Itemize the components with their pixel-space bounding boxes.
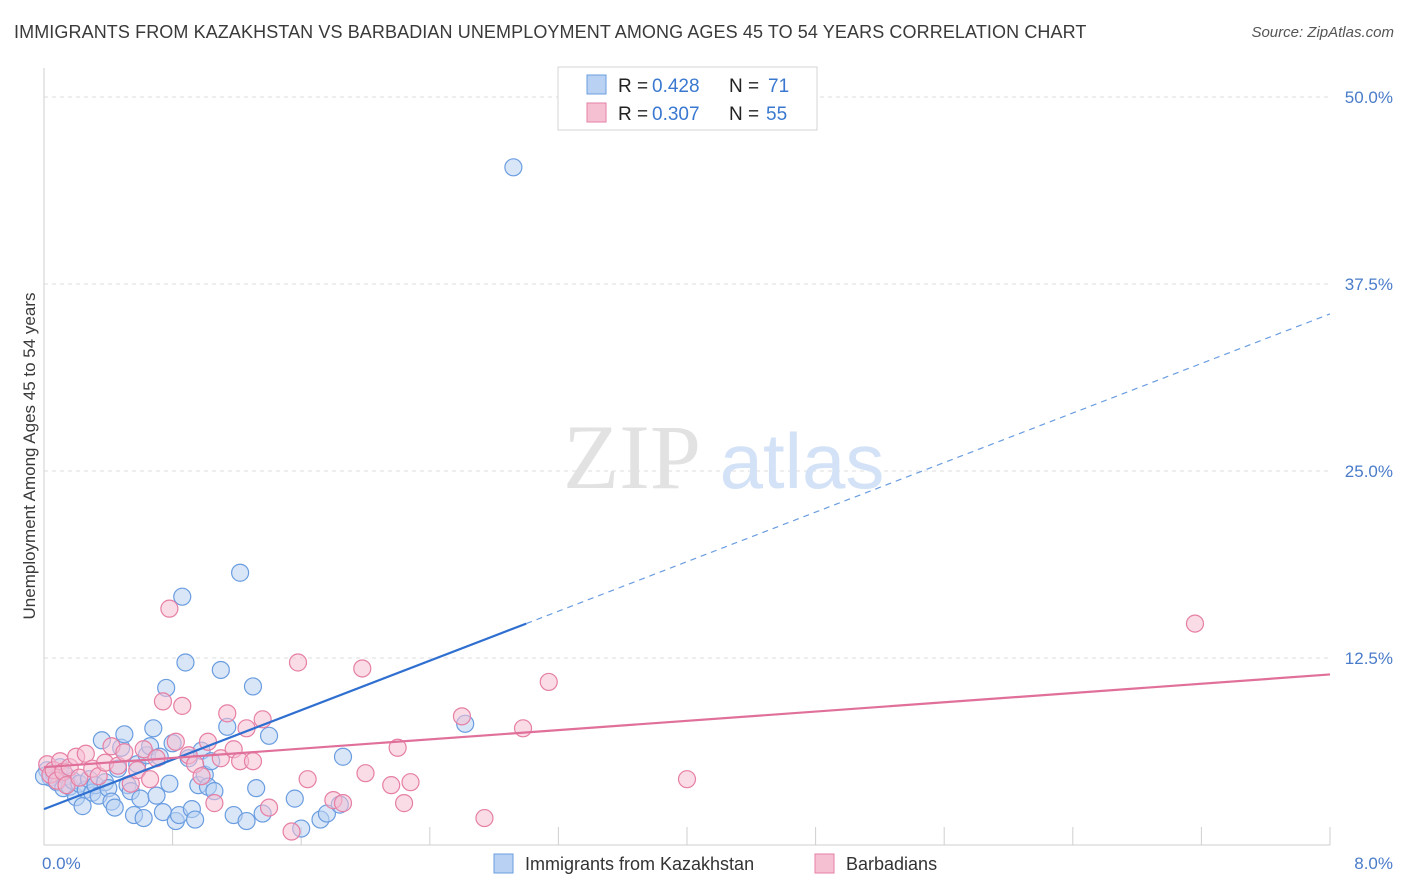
point-kazakhstan-69 <box>504 158 523 177</box>
point-barbadians-49 <box>401 773 420 792</box>
legend-r-label-2: R = <box>618 104 648 125</box>
tick-labels: 12.5% 25.0% 37.5% 50.0% 0.0% 8.0% <box>42 88 1393 873</box>
x-tick-label-0: 0.0% <box>42 854 81 873</box>
point-barbadians-38 <box>259 798 279 817</box>
point-barbadians-10 <box>76 744 95 763</box>
point-barbadians-24 <box>166 732 185 751</box>
point-barbadians-36 <box>243 752 263 771</box>
point-kazakhstan-29 <box>131 789 150 808</box>
point-barbadians-16 <box>115 743 134 762</box>
x-tick-label-1: 8.0% <box>1354 854 1393 873</box>
point-barbadians-43 <box>333 794 353 813</box>
point-kazakhstan-43 <box>176 653 195 672</box>
bottom-legend-label-barbadians: Barbadians <box>846 854 937 874</box>
y-tick-label-3: 50.0% <box>1345 88 1393 107</box>
point-barbadians-20 <box>140 770 160 789</box>
point-kazakhstan-30 <box>134 808 153 828</box>
point-kazakhstan-53 <box>211 660 230 680</box>
legend-r-label-1: R = <box>618 76 648 97</box>
point-barbadians-22 <box>153 692 173 711</box>
point-barbadians-25 <box>173 696 192 715</box>
y-tick-label-2: 37.5% <box>1345 275 1393 294</box>
point-barbadians-30 <box>205 794 224 813</box>
point-kazakhstan-42 <box>173 587 192 606</box>
point-barbadians-53 <box>539 672 558 692</box>
trend-line-barbadians <box>43 673 1331 769</box>
point-kazakhstan-67 <box>333 747 353 766</box>
trend-lines <box>43 313 1331 811</box>
point-kazakhstan-46 <box>186 810 205 829</box>
legend-box: R = 0.428 N = 71 R = 0.307 N = 55 <box>557 66 818 131</box>
point-barbadians-39 <box>282 822 301 841</box>
point-barbadians-9 <box>70 768 89 787</box>
bottom-legend-label-kazakhstan: Immigrants from Kazakhstan <box>525 854 754 874</box>
point-barbadians-47 <box>388 738 407 757</box>
point-barbadians-40 <box>288 653 308 672</box>
point-barbadians-32 <box>218 704 237 723</box>
legend-n-value-2: 55 <box>766 104 787 125</box>
bottom-legend: Immigrants from Kazakhstan Barbadians <box>493 853 937 874</box>
point-kazakhstan-21 <box>105 798 124 817</box>
legend-swatch-kazakhstan <box>586 74 607 95</box>
point-kazakhstan-33 <box>144 719 163 738</box>
point-barbadians-55 <box>1185 614 1205 633</box>
legend-n-value-1: 71 <box>768 76 789 97</box>
chart-title: IMMIGRANTS FROM KAZAKHSTAN VS BARBADIAN … <box>14 22 1087 42</box>
point-barbadians-23 <box>160 599 179 618</box>
y-tick-label-1: 25.0% <box>1345 462 1393 481</box>
point-kazakhstan-57 <box>237 811 256 831</box>
point-kazakhstan-38 <box>160 774 179 793</box>
point-kazakhstan-61 <box>259 726 279 745</box>
axes <box>43 68 1331 846</box>
point-barbadians-52 <box>513 719 533 738</box>
legend-n-label-2: N = <box>729 104 759 125</box>
point-barbadians-28 <box>192 767 211 786</box>
point-kazakhstan-59 <box>247 779 266 798</box>
legend-r-value-2: 0.307 <box>652 104 700 125</box>
legend-r-value-1: 0.428 <box>652 76 700 97</box>
point-kazakhstan-62 <box>285 789 304 808</box>
point-kazakhstan-58 <box>243 677 263 696</box>
source-label: Source: ZipAtlas.com <box>1251 24 1394 41</box>
point-kazakhstan-24 <box>115 725 134 744</box>
y-tick-label-0: 12.5% <box>1345 649 1393 668</box>
point-kazakhstan-34 <box>147 786 166 805</box>
watermark-atlas: atlas <box>720 417 885 505</box>
watermark-zip: ZIP <box>563 406 701 508</box>
point-barbadians-19 <box>134 740 153 759</box>
bottom-legend-swatch-kazakhstan <box>493 853 514 874</box>
y-axis-label: Unemployment Among Ages 45 to 54 years <box>20 293 39 620</box>
trend-line-kazakhstan-projection <box>526 313 1331 625</box>
point-barbadians-48 <box>394 794 414 813</box>
point-barbadians-41 <box>298 770 317 789</box>
legend-swatch-barbadians <box>586 102 607 123</box>
point-kazakhstan-56 <box>231 563 250 582</box>
point-barbadians-50 <box>452 707 472 726</box>
point-barbadians-46 <box>382 776 401 795</box>
point-barbadians-51 <box>475 808 494 828</box>
point-barbadians-54 <box>677 770 697 789</box>
trend-line-kazakhstan <box>43 622 527 811</box>
point-barbadians-45 <box>356 764 375 783</box>
bottom-legend-swatch-barbadians <box>814 853 835 874</box>
point-barbadians-44 <box>353 659 372 678</box>
legend-n-label-1: N = <box>729 76 759 97</box>
